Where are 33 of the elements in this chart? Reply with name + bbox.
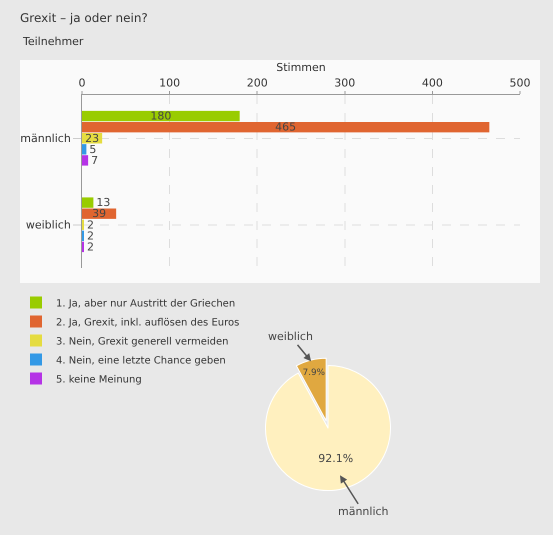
- data-label: 39: [92, 207, 106, 220]
- slice-label: weiblich: [268, 330, 313, 343]
- x-tick-label: 500: [510, 76, 530, 90]
- x-tick-label: 0: [78, 76, 86, 90]
- data-label: 23: [85, 132, 100, 145]
- data-label: 2: [87, 218, 94, 232]
- data-label: 5: [89, 142, 96, 156]
- legend-label: 2. Ja, Grexit, inkl. auflösen des Euros: [56, 317, 240, 328]
- data-label: 2: [87, 240, 94, 254]
- legend-label: 1. Ja, aber nur Austritt der Griechen: [56, 298, 236, 310]
- bar: [82, 197, 94, 208]
- data-label: 180: [150, 110, 172, 123]
- x-tick-label: 300: [334, 76, 356, 90]
- slice-label: männlich: [338, 505, 389, 518]
- legend-label: 3. Nein, Grexit generell vermeiden: [56, 336, 229, 348]
- data-label: 2: [87, 229, 94, 242]
- bar: [82, 155, 88, 166]
- bar: [82, 110, 240, 122]
- x-tick-label: 200: [246, 76, 268, 90]
- legend-label: 4. Nein, eine letzte Chance geben: [56, 355, 226, 366]
- bar: [82, 122, 490, 132]
- chart-title: Grexit – ja oder nein?: [20, 11, 148, 26]
- x-tick-label: 400: [422, 76, 443, 90]
- legend-label: 5. keine Meinung: [56, 374, 142, 386]
- data-label: 7.9%: [302, 368, 325, 378]
- data-label: 13: [96, 196, 110, 210]
- bar: [82, 144, 86, 155]
- x-tick-label: 100: [159, 76, 180, 90]
- x-axis-title: Stimmen: [276, 61, 326, 74]
- data-label: 465: [275, 120, 296, 134]
- data-label: 92.1%: [318, 452, 354, 465]
- chart-subtitle: Teilnehmer: [22, 35, 84, 48]
- data-label: 7: [91, 154, 98, 167]
